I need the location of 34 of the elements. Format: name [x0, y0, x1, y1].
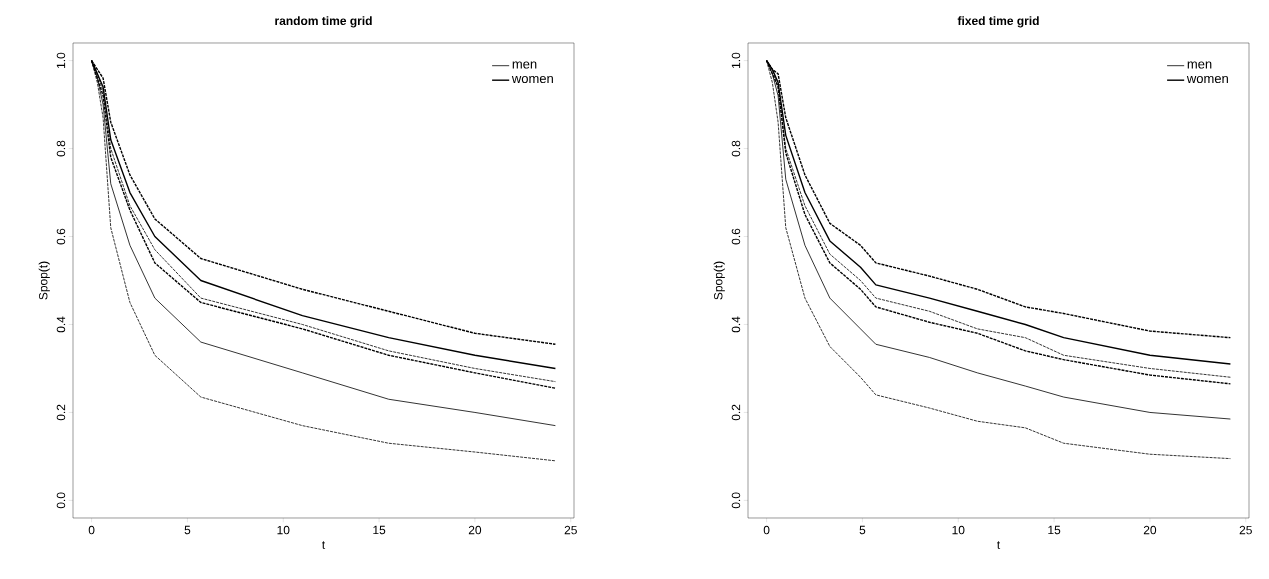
- x-tick-label: 25: [564, 525, 577, 535]
- y-axis-title: Spop(t): [713, 261, 725, 300]
- y-tick-label: 0.4: [731, 316, 741, 333]
- y-tick-label: 0.8: [731, 140, 741, 157]
- x-tick-label: 25: [1239, 525, 1252, 535]
- y-tick-label: 0.4: [56, 316, 66, 333]
- y-tick-label: 0.6: [56, 228, 66, 245]
- y-tick-label: 1.0: [56, 52, 66, 69]
- x-tick-label: 0: [88, 525, 95, 535]
- y-tick-label: 0.6: [731, 228, 741, 245]
- legend-label: men: [1187, 61, 1212, 69]
- y-axis-title: Spop(t): [38, 261, 50, 300]
- x-tick-label: 0: [763, 525, 770, 535]
- y-tick-label: 0.0: [56, 492, 66, 509]
- x-axis-title: t: [322, 541, 326, 550]
- y-tick-label: 0.2: [731, 404, 741, 421]
- x-tick-label: 10: [277, 525, 290, 535]
- y-tick-label: 1.0: [731, 52, 741, 69]
- chart-title: random time grid: [275, 16, 372, 28]
- legend-label: men: [512, 61, 537, 69]
- x-axis-title: t: [997, 541, 1001, 550]
- x-tick-label: 20: [1143, 525, 1157, 535]
- y-tick-label: 0.2: [56, 404, 66, 421]
- x-tick-label: 15: [373, 525, 386, 535]
- y-tick-label: 0.8: [56, 140, 66, 157]
- x-tick-label: 15: [1048, 525, 1061, 535]
- y-tick-label: 0.0: [731, 492, 741, 509]
- x-tick-label: 20: [468, 525, 482, 535]
- x-tick-label: 5: [184, 525, 191, 535]
- chart-title: fixed time grid: [957, 16, 1039, 28]
- x-tick-label: 5: [859, 525, 866, 535]
- x-tick-label: 10: [952, 525, 965, 535]
- legend-label: women: [1186, 75, 1228, 84]
- legend-label: women: [511, 75, 553, 84]
